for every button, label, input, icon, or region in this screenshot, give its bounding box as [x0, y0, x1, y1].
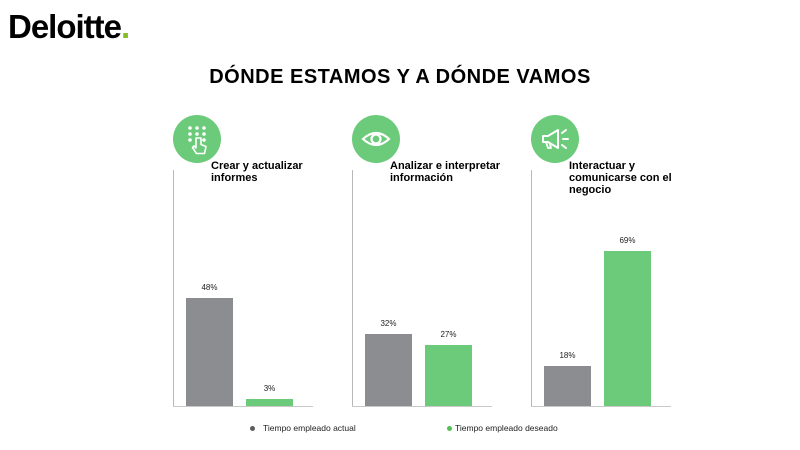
- legend-label-desired: Tiempo empleado deseado: [455, 423, 558, 433]
- bar-actual-informes: [186, 298, 233, 406]
- bar-actual-analizar: [365, 334, 412, 406]
- page-title: DÓNDE ESTAMOS Y A DÓNDE VAMOS: [209, 66, 591, 88]
- logo-text: Deloitte: [8, 8, 122, 45]
- deloitte-logo: Deloitte.: [8, 8, 130, 46]
- category-label: Interactuar y comunicarse con el negocio: [569, 160, 672, 196]
- value-label-desired-analizar: 27%: [440, 330, 457, 340]
- icon-badge: [352, 115, 400, 163]
- bar-desired-analizar: [425, 345, 472, 406]
- legend-item-actual: Tiempo empleado actual: [250, 423, 356, 433]
- vertical-axis: [531, 170, 532, 407]
- touch-keypad-icon: [188, 126, 207, 155]
- legend-label-actual: Tiempo empleado actual: [263, 423, 356, 433]
- vertical-axis: [352, 170, 353, 407]
- baseline: [531, 406, 671, 407]
- bar-desired-interactuar: [604, 250, 651, 406]
- chart-panel-interactuar: Interactuar y comunicarse con el negocio…: [531, 115, 691, 410]
- category-label: Analizar e interpretar información: [390, 160, 501, 184]
- value-label-actual-informes: 48%: [201, 283, 218, 292]
- eye-icon: [361, 131, 391, 147]
- value-label-desired-informes: 3%: [263, 384, 276, 394]
- baseline: [173, 406, 313, 407]
- icon-badge: [531, 115, 579, 163]
- baseline: [352, 406, 492, 407]
- megaphone-icon: [542, 129, 569, 149]
- logo-dot: .: [121, 8, 130, 45]
- value-label-actual-interactuar: 18%: [559, 350, 576, 360]
- legend-item-desired: Tiempo empleado deseado: [447, 423, 558, 433]
- value-label-desired-interactuar: 69%: [619, 235, 636, 245]
- vertical-axis: [173, 170, 174, 407]
- icon-badge: [173, 115, 221, 163]
- legend-swatch-actual: [250, 426, 255, 432]
- bar-desired-informes: [246, 399, 293, 406]
- legend-swatch-desired: [447, 426, 452, 432]
- value-label-actual-analizar: 32%: [380, 319, 397, 328]
- category-label: Crear y actualizar informes: [211, 160, 303, 184]
- chart-panel-analizar: Analizar e interpretar información 32% 2…: [352, 115, 512, 410]
- bar-actual-interactuar: [544, 365, 591, 406]
- chart-panel-informes: Crear y actualizar informes 48% 3%: [173, 115, 333, 410]
